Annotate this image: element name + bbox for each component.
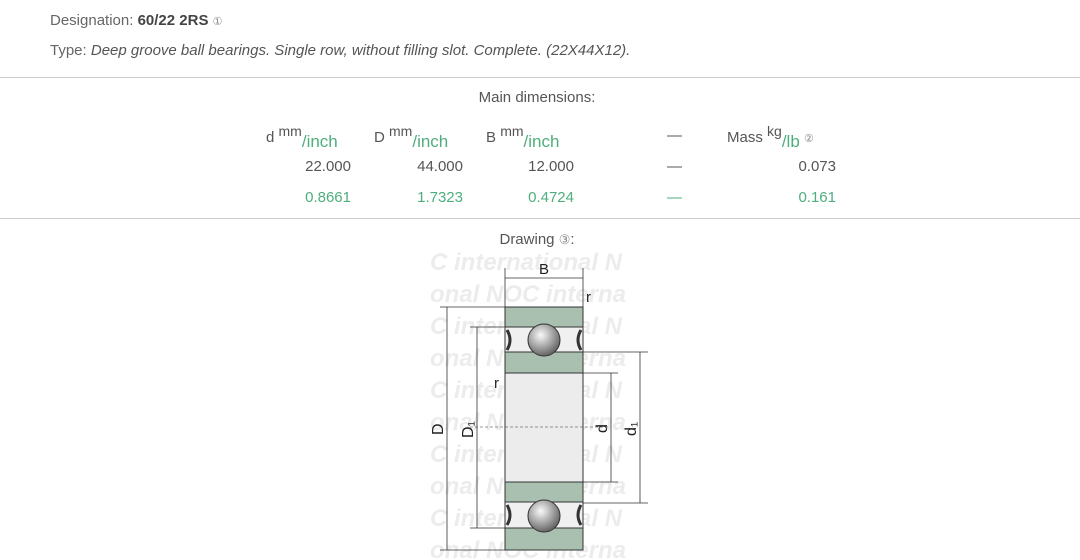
ball: [527, 323, 561, 357]
header-mass: Mass kg/lb ②: [727, 123, 814, 151]
value-dash-inch: —: [667, 189, 682, 206]
value-D-inch: 1.7323: [417, 189, 463, 206]
value-dash-mm: —: [667, 158, 682, 175]
main-dimensions-title: Main dimensions:: [478, 89, 596, 106]
label-r: r: [586, 289, 591, 306]
dimension-lines: [440, 268, 648, 551]
designation-value: 60/22 2RS: [137, 12, 209, 29]
drawing-title: Drawing ③:: [499, 231, 575, 248]
divider: [0, 218, 1080, 219]
value-mass-lb: 0.161: [798, 189, 836, 206]
value-D-mm: 44.000: [417, 158, 463, 175]
label-D: D: [430, 423, 447, 435]
designation: Designation: 60/22 2RS ①: [50, 12, 223, 29]
label-d: d: [594, 424, 611, 433]
svg-text:onal NOC interna: onal NOC interna: [430, 281, 626, 308]
value-B-mm: 12.000: [528, 158, 574, 175]
ball: [527, 499, 561, 533]
header-d: d mm/inch: [266, 123, 338, 151]
bearing-type: Type: Deep groove ball bearings. Single …: [50, 42, 631, 59]
label-B: B: [539, 261, 549, 278]
value-mass-kg: 0.073: [798, 158, 836, 175]
svg-text:C international N: C international N: [430, 250, 623, 276]
header-B: B mm/inch: [486, 123, 560, 151]
bearing-section: [470, 306, 610, 551]
header-D: D mm/inch: [374, 123, 449, 151]
info-icon[interactable]: ①: [212, 16, 223, 28]
info-icon[interactable]: ②: [803, 133, 814, 145]
value-d-inch: 0.8661: [305, 189, 351, 206]
value-B-inch: 0.4724: [528, 189, 574, 206]
label-D1: D₁: [460, 421, 477, 438]
divider: [0, 77, 1080, 78]
label-r: r: [494, 375, 499, 392]
value-d-mm: 22.000: [305, 158, 351, 175]
header-dash: —: [667, 127, 682, 144]
label-d1: d₁: [623, 422, 640, 436]
